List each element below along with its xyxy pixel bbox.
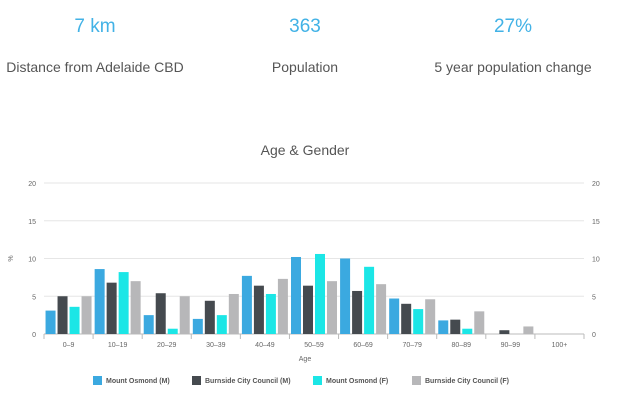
bar — [167, 328, 178, 334]
legend-swatch — [412, 376, 421, 385]
x-axis-label: Age — [299, 356, 312, 363]
legend-item[interactable]: Burnside City Council (M) — [192, 376, 291, 388]
stat-population-label: Population — [271, 59, 339, 75]
x-tick-label: 60–69 — [353, 342, 373, 349]
bar — [118, 272, 129, 334]
stat-population-change-label: 5 year population change — [434, 59, 592, 75]
chart-legend: Mount Osmond (M) Burnside City Council (M… — [0, 376, 624, 390]
stat-population-value: 363 — [289, 16, 321, 37]
legend-item[interactable]: Mount Osmond (F) — [313, 376, 388, 388]
x-tick-label: 30–39 — [206, 342, 226, 349]
legend-label: Mount Osmond (F) — [326, 378, 389, 385]
x-tick-label: 20–29 — [157, 342, 177, 349]
bar — [130, 281, 141, 334]
legend-swatch — [313, 376, 322, 385]
bar — [204, 300, 215, 334]
bar — [389, 298, 400, 334]
y-tick-label-right: 0 — [592, 332, 596, 339]
age-gender-chart: Age & Gender 0 0 5 5 10 10 15 15 20 20% 0–9 10–19 20… — [8, 142, 600, 363]
bar — [277, 278, 288, 334]
y-tick-label-left: 15 — [28, 219, 36, 226]
bar — [291, 256, 301, 334]
bar — [57, 296, 68, 334]
bar — [179, 296, 190, 334]
y-tick-label-left: 10 — [28, 257, 36, 264]
bar — [106, 282, 117, 334]
bar — [265, 293, 276, 334]
legend-swatch — [93, 376, 102, 385]
legend-label: Mount Osmond (M) — [106, 378, 170, 385]
x-tick-label: 100+ — [552, 342, 568, 349]
bar — [216, 315, 227, 334]
x-tick-label: 10–19 — [108, 342, 128, 349]
bar — [241, 275, 252, 334]
bar — [228, 293, 239, 334]
bar — [340, 258, 351, 334]
bar — [438, 320, 449, 334]
legend-swatch — [192, 376, 201, 385]
bar — [413, 309, 424, 334]
bar — [364, 266, 375, 334]
y-tick-label-right: 20 — [592, 181, 600, 188]
legend-item[interactable]: Burnside City Council (F) — [412, 376, 509, 388]
y-tick-label-right: 10 — [592, 257, 600, 264]
x-tick-label: 80–89 — [452, 342, 472, 349]
bar — [81, 296, 92, 334]
bar — [45, 310, 56, 334]
bar — [253, 285, 264, 334]
bar — [376, 284, 387, 334]
y-tick-label-right: 5 — [592, 294, 596, 301]
bar — [523, 326, 534, 334]
bar — [474, 311, 485, 334]
stat-distance-label: Distance from Adelaide CBD — [6, 59, 184, 75]
chart-title: Age & Gender — [261, 142, 350, 158]
legend-item[interactable]: Mount Osmond (M) — [93, 376, 170, 388]
bar — [155, 293, 166, 334]
y-tick-label-left: 20 — [28, 181, 36, 188]
y-tick-label-left: 5 — [32, 294, 36, 301]
bar — [143, 315, 154, 334]
bar — [69, 306, 80, 334]
x-tick-label: 0–9 — [63, 342, 75, 349]
x-tick-label: 40–49 — [255, 342, 275, 349]
bar — [315, 253, 325, 334]
bar — [94, 269, 105, 334]
bar — [352, 290, 363, 334]
bar — [303, 285, 313, 334]
y-axis-label: % — [8, 255, 15, 261]
legend-label: Burnside City Council (F) — [425, 378, 509, 385]
bar — [462, 328, 473, 334]
y-tick-label-right: 15 — [592, 219, 600, 226]
bar — [327, 281, 337, 334]
y-tick-label-left: 0 — [32, 332, 36, 339]
bar — [450, 319, 461, 334]
bar — [499, 330, 510, 334]
x-tick-label: 50–59 — [304, 342, 324, 349]
stat-population-change-value: 27% — [493, 16, 533, 37]
stat-distance-value: 7 km — [74, 16, 116, 37]
bar — [425, 299, 436, 334]
x-tick-label: 70–79 — [402, 342, 422, 349]
bar — [401, 303, 412, 334]
legend-label: Burnside City Council (M) — [205, 378, 291, 385]
x-tick-label: 90–99 — [501, 342, 521, 349]
bar — [192, 318, 203, 334]
